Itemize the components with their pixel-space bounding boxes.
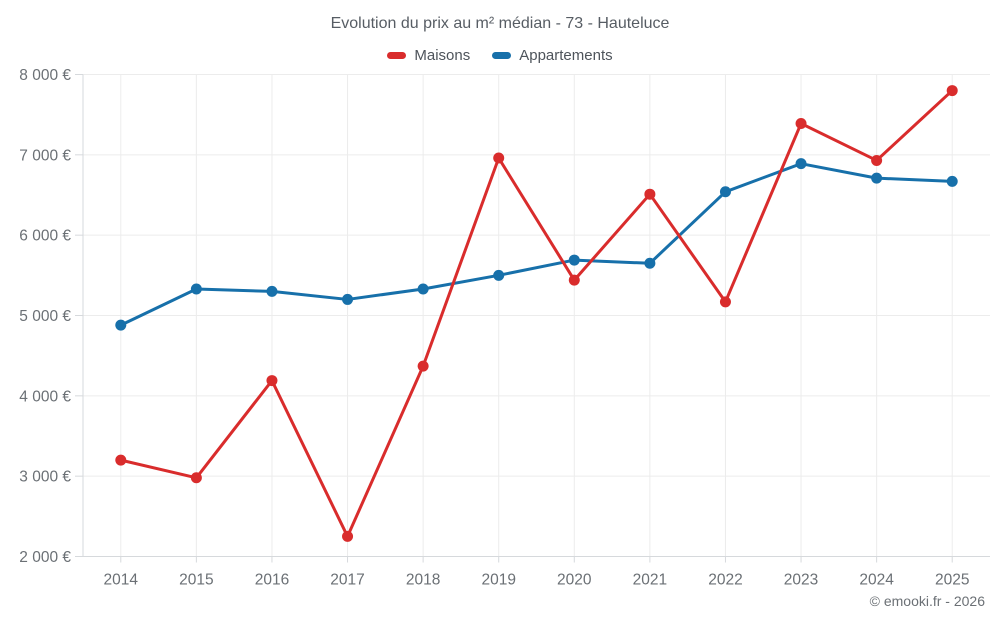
svg-text:2024: 2024	[859, 572, 894, 589]
data-point	[644, 257, 656, 269]
svg-text:2022: 2022	[708, 572, 742, 589]
maisons-series-swatch-icon	[387, 51, 407, 59]
axes	[75, 74, 990, 563]
data-point	[342, 530, 354, 542]
copyright-footer: © emooki.fr - 2026	[869, 593, 985, 609]
data-point	[568, 254, 580, 266]
legend-label-appartements: Appartements	[519, 46, 613, 64]
svg-text:2021: 2021	[633, 572, 667, 589]
data-point	[795, 118, 807, 130]
svg-text:2025: 2025	[935, 572, 969, 589]
chart-title: Evolution du prix au m² médian - 73 - Ha…	[330, 15, 670, 32]
data-point	[719, 296, 731, 308]
svg-text:2014: 2014	[104, 572, 139, 589]
svg-text:6 000 €: 6 000 €	[19, 228, 71, 245]
data-point	[946, 85, 958, 97]
svg-text:2023: 2023	[784, 572, 818, 589]
svg-text:2020: 2020	[557, 572, 592, 589]
svg-text:7 000 €: 7 000 €	[19, 147, 71, 164]
series-maisons	[115, 85, 958, 542]
chart-legend: Maisons Appartements	[0, 44, 1000, 66]
svg-text:2018: 2018	[406, 572, 440, 589]
data-point	[719, 186, 731, 198]
data-point	[493, 152, 505, 164]
data-point	[115, 454, 127, 466]
svg-text:2016: 2016	[255, 572, 289, 589]
y-axis-labels: 2 000 € 3 000 € 4 000 € 5 000 € 6 000 € 7 000…	[19, 67, 71, 566]
svg-text:8 000 €: 8 000 €	[19, 67, 71, 84]
svg-text:2019: 2019	[481, 572, 515, 589]
data-point	[946, 175, 958, 187]
data-point	[417, 360, 429, 372]
data-point	[644, 188, 656, 200]
gridlines	[83, 74, 990, 557]
svg-text:4 000 €: 4 000 €	[19, 388, 71, 405]
svg-text:3 000 €: 3 000 €	[19, 469, 71, 486]
series-appartements	[115, 158, 958, 331]
data-point	[190, 472, 202, 484]
data-point	[871, 172, 883, 184]
svg-text:5 000 €: 5 000 €	[19, 308, 71, 325]
data-point	[493, 269, 505, 281]
data-point	[190, 283, 202, 295]
svg-text:2015: 2015	[179, 572, 213, 589]
data-point	[568, 274, 580, 286]
data-point	[266, 285, 278, 297]
data-point	[795, 158, 807, 170]
legend-label-maisons: Maisons	[414, 46, 471, 64]
legend-item-maisons[interactable]: Maisons	[387, 47, 470, 64]
data-point	[417, 283, 429, 295]
data-point	[266, 375, 278, 387]
x-axis-labels: 2014 2015 2016 2017 2018 2019 2020 2021 2022 2023…	[104, 572, 970, 589]
data-point	[342, 293, 354, 305]
data-point	[871, 154, 883, 166]
svg-text:2 000 €: 2 000 €	[19, 549, 71, 566]
appartements-series-swatch-icon	[492, 51, 512, 59]
svg-text:2017: 2017	[330, 572, 364, 589]
legend-item-appartements[interactable]: Appartements	[492, 46, 613, 64]
data-point	[115, 319, 127, 331]
